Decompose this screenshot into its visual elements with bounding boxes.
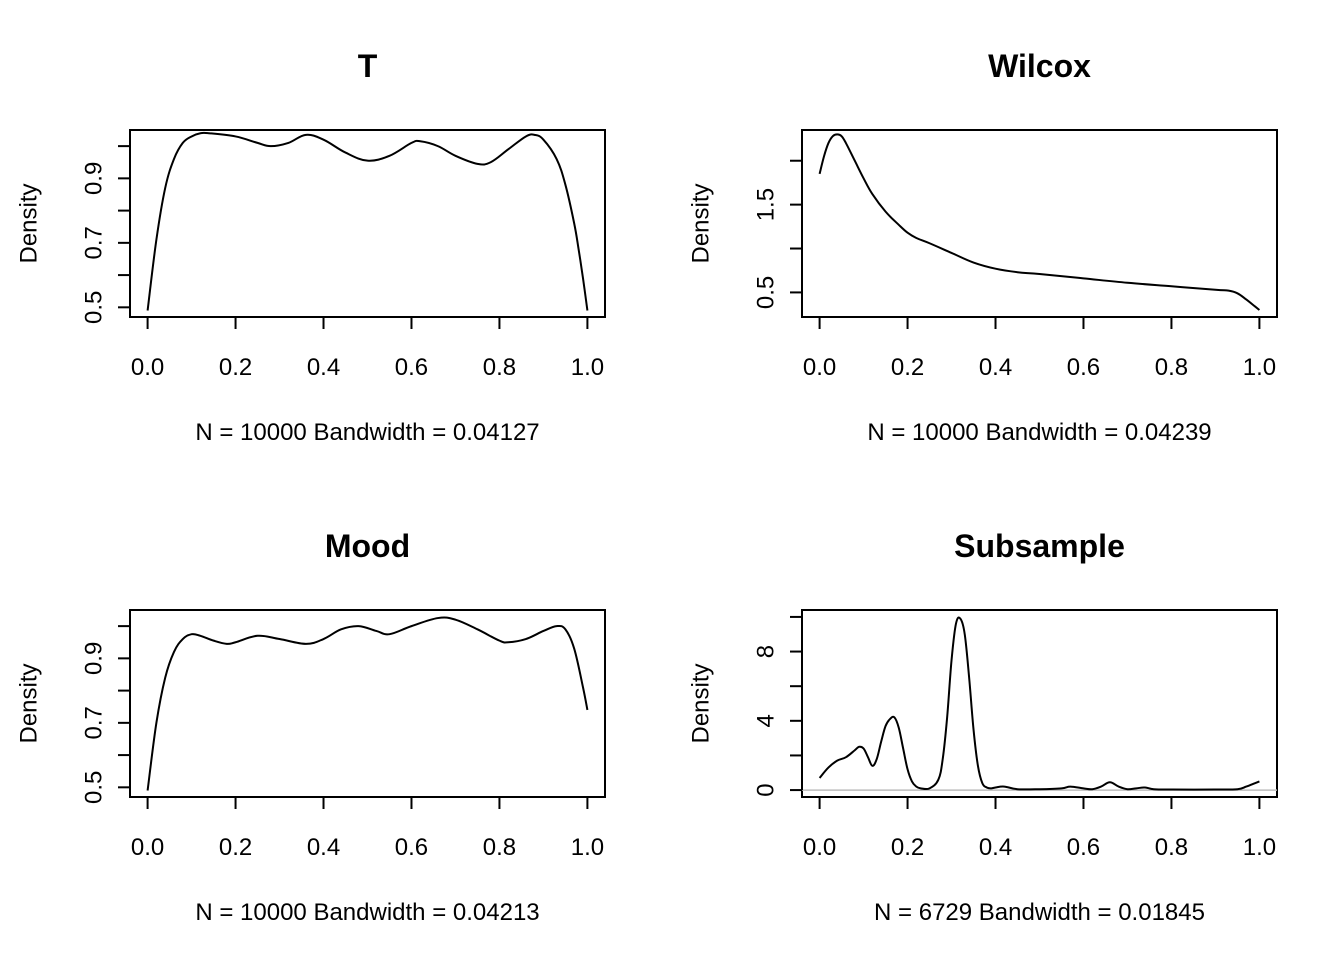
x-tick-label-mood: 0.8 xyxy=(483,834,516,861)
x-tick-label-mood: 0.0 xyxy=(131,834,164,861)
x-tick-label-subsample: 0.6 xyxy=(1067,834,1100,861)
x-tick-label-subsample: 1.0 xyxy=(1243,834,1276,861)
x-tick-label-t: 0.2 xyxy=(219,354,252,381)
panel-t: T 0.0 0.2 0.4 0.6 0.8 1.0 0.5 0.7 0.9 Density N = 1… xyxy=(15,48,606,446)
x-tick-label-subsample: 0.4 xyxy=(979,834,1012,861)
y-tick-label-wilcox: 1.5 xyxy=(752,188,779,221)
x-tick-label-wilcox: 0.0 xyxy=(803,354,836,381)
y-tick-label-subsample: 4 xyxy=(752,714,779,727)
x-axis-label-wilcox: N = 10000 Bandwidth = 0.04239 xyxy=(867,419,1211,446)
x-tick-label-t: 0.8 xyxy=(483,354,516,381)
plot-frame-t xyxy=(129,129,606,318)
y-tick-label-mood: 0.5 xyxy=(80,771,107,804)
plot-frame-subsample xyxy=(801,609,1278,798)
x-tick-label-wilcox: 1.0 xyxy=(1243,354,1276,381)
panel-subsample: Subsample 0.0 0.2 0.4 0.6 0.8 1.0 0 4 8 Density N =… xyxy=(687,528,1278,926)
x-tick-label-t: 0.4 xyxy=(307,354,340,381)
density-curve-subsample xyxy=(818,616,1260,791)
density-curve-wilcox xyxy=(818,133,1261,311)
y-tick-label-wilcox: 0.5 xyxy=(752,276,779,309)
x-axis-label-t: N = 10000 Bandwidth = 0.04127 xyxy=(195,419,539,446)
y-tick-label-mood: 0.7 xyxy=(80,706,107,739)
x-tick-label-mood: 0.2 xyxy=(219,834,252,861)
x-tick-label-t: 0.0 xyxy=(131,354,164,381)
y-tick-label-subsample: 8 xyxy=(752,645,779,658)
panel-mood: Mood 0.0 0.2 0.4 0.6 0.8 1.0 0.5 0.7 0.9 Density N … xyxy=(15,528,606,926)
y-axis-label-wilcox: Density xyxy=(687,183,714,263)
plot-frame-mood xyxy=(129,609,606,798)
panel-title-t: T xyxy=(358,48,378,84)
x-tick-label-mood: 1.0 xyxy=(571,834,604,861)
density-curve-mood xyxy=(146,616,589,791)
y-axis-label-mood: Density xyxy=(15,663,42,743)
y-axis-label-t: Density xyxy=(15,183,42,263)
y-axis-label-subsample: Density xyxy=(687,663,714,743)
x-tick-label-wilcox: 0.6 xyxy=(1067,354,1100,381)
panel-title-mood: Mood xyxy=(325,528,410,564)
x-tick-label-mood: 0.4 xyxy=(307,834,340,861)
panel-title-subsample: Subsample xyxy=(954,528,1125,564)
x-tick-label-wilcox: 0.4 xyxy=(979,354,1012,381)
y-tick-label-t: 0.7 xyxy=(80,226,107,259)
panel-wilcox: Wilcox 0.0 0.2 0.4 0.6 0.8 1.0 0.5 1.5 Density N =… xyxy=(687,48,1278,446)
x-tick-label-t: 0.6 xyxy=(395,354,428,381)
y-tick-label-mood: 0.9 xyxy=(80,642,107,675)
y-tick-label-subsample: 0 xyxy=(752,783,779,796)
x-tick-label-wilcox: 0.2 xyxy=(891,354,924,381)
x-tick-label-mood: 0.6 xyxy=(395,834,428,861)
x-axis-label-mood: N = 10000 Bandwidth = 0.04213 xyxy=(195,899,539,926)
x-tick-label-wilcox: 0.8 xyxy=(1155,354,1188,381)
panel-title-wilcox: Wilcox xyxy=(988,48,1091,84)
x-tick-label-subsample: 0.0 xyxy=(803,834,836,861)
x-tick-label-subsample: 0.8 xyxy=(1155,834,1188,861)
y-tick-label-t: 0.9 xyxy=(80,162,107,195)
y-tick-label-t: 0.5 xyxy=(80,291,107,324)
density-curve-t xyxy=(146,131,589,311)
x-axis-label-subsample: N = 6729 Bandwidth = 0.01845 xyxy=(874,899,1205,926)
x-tick-label-subsample: 0.2 xyxy=(891,834,924,861)
x-tick-label-t: 1.0 xyxy=(571,354,604,381)
